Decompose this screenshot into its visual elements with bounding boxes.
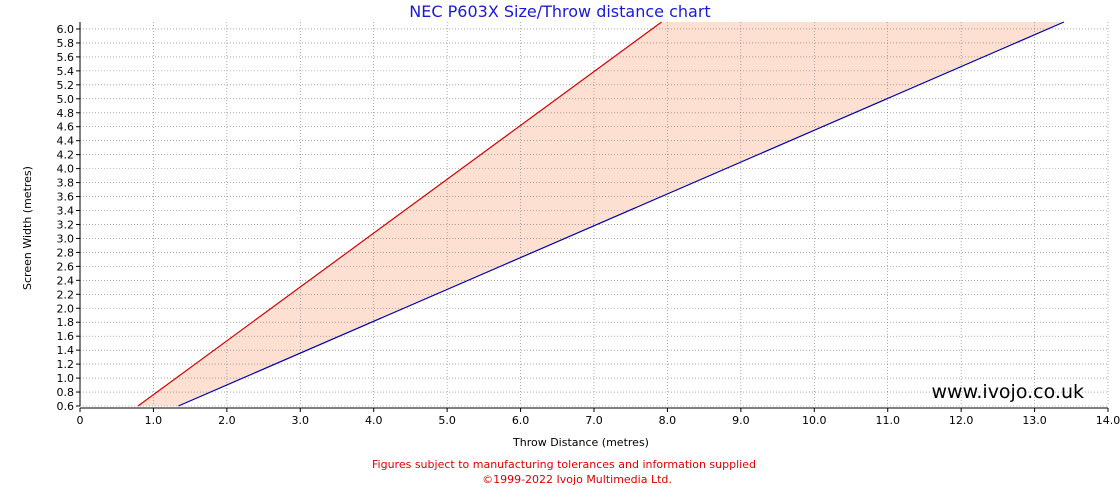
footer-disclaimer: Figures subject to manufacturing toleran…: [372, 458, 756, 471]
x-tick-label: 2.0: [218, 414, 236, 427]
y-tick-label: 5.6: [57, 51, 75, 64]
y-tick-label: 4.4: [57, 135, 75, 148]
x-tick-label: 12.0: [949, 414, 974, 427]
y-tick-label: 1.8: [57, 316, 75, 329]
series-line-blue: [178, 21, 1065, 407]
watermark-text: www.ivojo.co.uk: [932, 381, 1085, 403]
y-tick-label: 3.6: [57, 191, 75, 204]
y-tick-label: 3.8: [57, 177, 75, 190]
y-tick-label: 5.8: [57, 37, 75, 50]
x-tick-label: 5.0: [438, 414, 456, 427]
x-axis-label: Throw Distance (metres): [512, 436, 649, 449]
y-tick-label: 5.4: [57, 65, 75, 78]
y-tick-label: 4.6: [57, 121, 75, 134]
y-tick-label: 1.0: [57, 372, 75, 385]
y-tick-label: 3.2: [57, 218, 75, 231]
chart-title: NEC P603X Size/Throw distance chart: [409, 2, 710, 21]
y-tick-label: 2.6: [57, 260, 75, 273]
x-tick-label: 6.0: [512, 414, 530, 427]
x-tick-label: 3.0: [292, 414, 310, 427]
x-tick-label: 10.0: [802, 414, 827, 427]
y-tick-label: 2.0: [57, 302, 75, 315]
y-tick-label: 1.6: [57, 330, 75, 343]
x-tick-label: 13.0: [1022, 414, 1047, 427]
y-axis-ticks: 0.60.81.01.21.41.61.82.02.22.42.62.83.03…: [57, 23, 80, 413]
y-tick-label: 2.4: [57, 274, 75, 287]
y-tick-label: 0.6: [57, 400, 75, 413]
y-tick-label: 3.0: [57, 232, 75, 245]
y-tick-label: 2.8: [57, 246, 75, 259]
throw-range-fill: [138, 22, 1064, 406]
y-tick-label: 4.0: [57, 163, 75, 176]
series-lines: [137, 21, 1065, 407]
y-tick-label: 0.8: [57, 386, 75, 399]
y-tick-label: 4.2: [57, 149, 75, 162]
y-tick-label: 6.0: [57, 23, 75, 36]
y-tick-label: 5.2: [57, 79, 75, 92]
y-tick-label: 4.8: [57, 107, 75, 120]
x-tick-label: 8.0: [659, 414, 677, 427]
y-tick-label: 2.2: [57, 288, 75, 301]
y-tick-label: 1.2: [57, 358, 75, 371]
throw-range-area: [138, 22, 1064, 406]
y-tick-label: 5.0: [57, 93, 75, 106]
y-tick-label: 1.4: [57, 344, 75, 357]
y-tick-label: 3.4: [57, 205, 75, 218]
x-tick-label: 9.0: [732, 414, 750, 427]
y-axis-label: Screen Width (metres): [21, 166, 34, 290]
series-line-red: [137, 21, 662, 407]
x-tick-label: 4.0: [365, 414, 383, 427]
x-tick-label: 7.0: [585, 414, 603, 427]
x-tick-label: 11.0: [875, 414, 900, 427]
x-axis-ticks: 0 1.0 2.0 3.0 4.0 5.0 6.0 7.0 8.0 9.0 10.0 11.0 12.0…: [77, 408, 1120, 427]
x-tick-label: 0: [77, 414, 84, 427]
x-tick-label: 14.0: [1096, 414, 1120, 427]
x-tick-label: 1.0: [145, 414, 163, 427]
footer-copyright: ©1999-2022 Ivojo Multimedia Ltd.: [482, 473, 672, 486]
